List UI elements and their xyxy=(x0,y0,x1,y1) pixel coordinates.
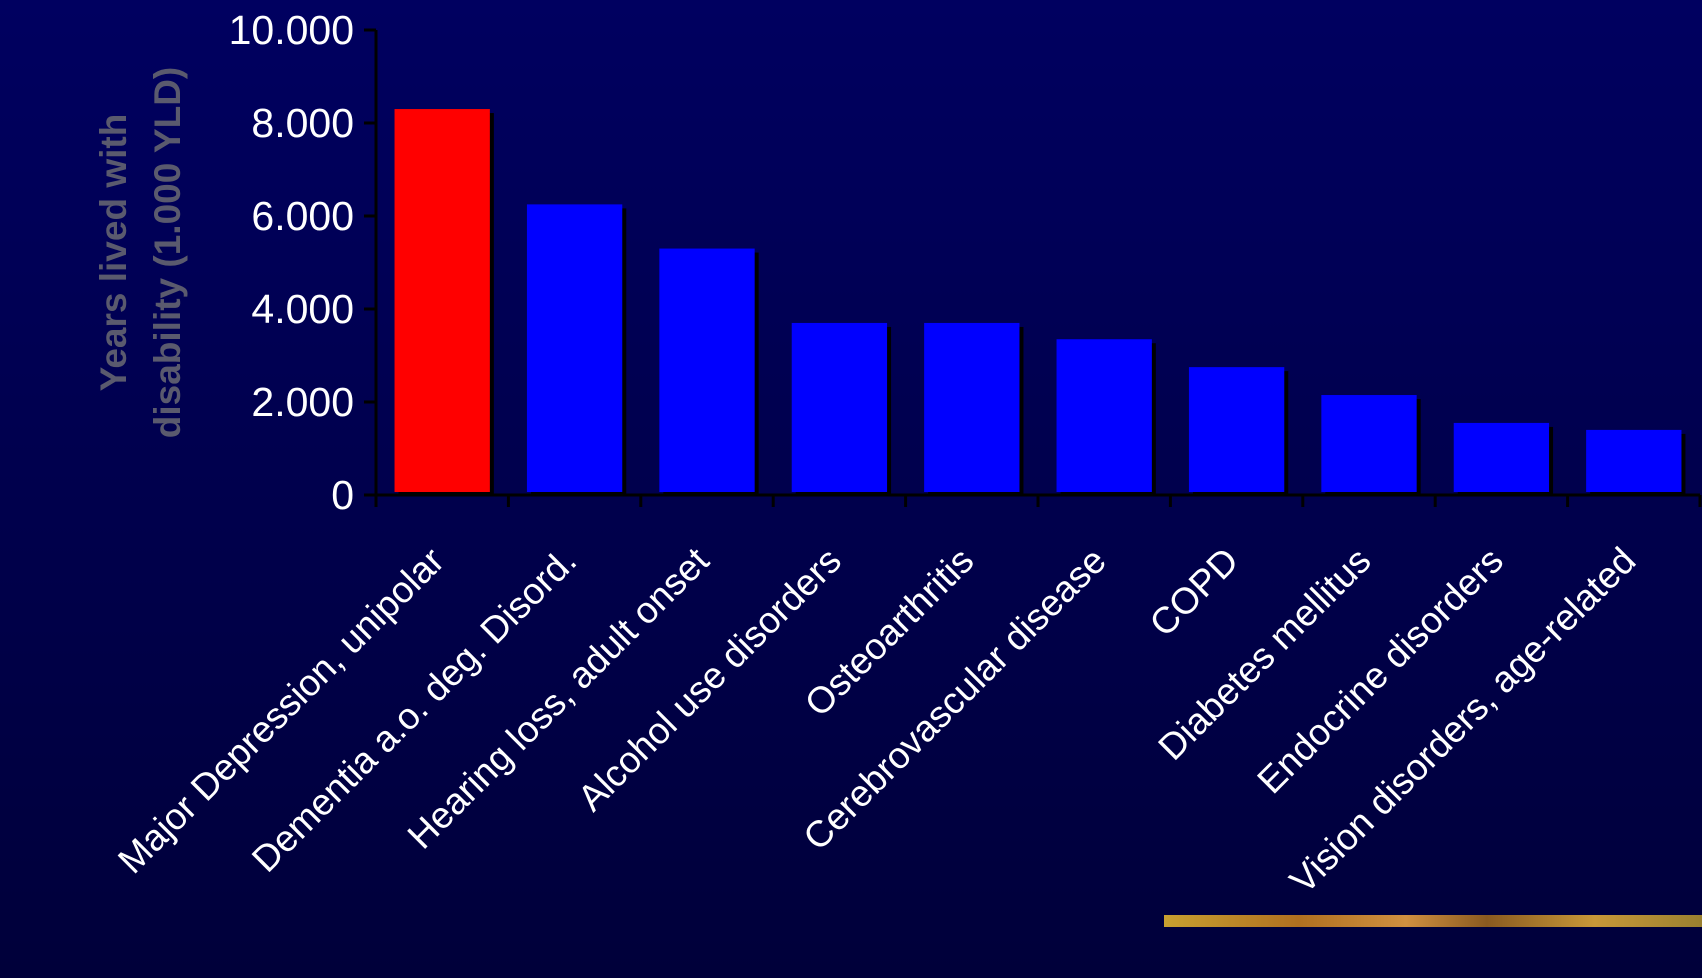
category-label: Endocrine disorders xyxy=(1249,540,1511,802)
y-axis-title-line: Years lived with xyxy=(93,114,134,392)
bar xyxy=(394,109,490,493)
bar xyxy=(1321,395,1417,492)
bar xyxy=(924,322,1020,492)
bar xyxy=(1056,339,1152,492)
y-axis-title-text: Years lived with disability (1.000 YLD) xyxy=(93,67,188,439)
y-tick-label: 2.000 xyxy=(251,379,354,425)
x-axis xyxy=(374,493,1702,507)
y-axis: 0 2.000 4.000 6.000 8.000 10.000 xyxy=(229,7,378,518)
y-tick-label: 4.000 xyxy=(251,286,354,332)
bar xyxy=(1586,429,1682,492)
y-tick-label: 6.000 xyxy=(251,193,354,239)
y-tick-label: 10.000 xyxy=(229,7,354,53)
y-axis-title-line: disability (1.000 YLD) xyxy=(147,67,188,439)
y-tick-label: 8.000 xyxy=(251,100,354,146)
y-axis-title: Years lived with disability (1.000 YLD) xyxy=(93,67,188,439)
y-tick-label: 0 xyxy=(331,472,354,518)
category-label: Alcohol use disorders xyxy=(570,540,849,819)
bar xyxy=(526,204,623,492)
decorative-strip xyxy=(1164,915,1702,927)
bar xyxy=(791,322,888,492)
bar xyxy=(1453,422,1550,492)
bar xyxy=(659,248,755,492)
bar xyxy=(1188,367,1285,492)
category-label: COPD xyxy=(1142,540,1247,645)
bars xyxy=(394,109,1686,496)
